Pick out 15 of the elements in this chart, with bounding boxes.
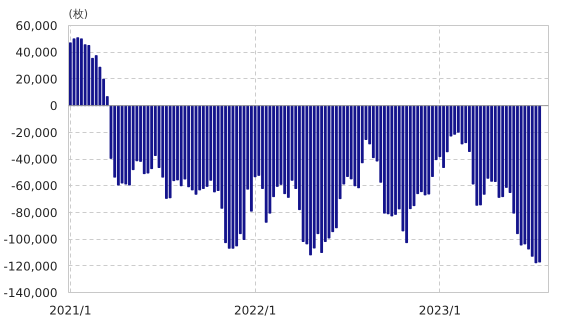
y-tick-label: -100,000 [4,232,58,247]
y-tick-label: 0 [50,99,58,114]
y-tick-label: -60,000 [11,179,58,194]
y-tick-label: -20,000 [11,126,58,140]
x-tick-label: 2022/1 [234,304,276,318]
y-tick-label: -80,000 [11,206,58,220]
y-tick-label: -140,000 [4,286,58,300]
x-tick-label: 2023/1 [418,304,461,318]
y-tick-label: -120,000 [4,259,58,274]
x-tick-label: 2021/1 [49,304,92,318]
y-tick-label: 40,000 [16,46,58,60]
y-tick-label: 60,000 [16,19,58,33]
y-tick-label: 20,000 [16,72,58,86]
y-tick-label: -40,000 [11,152,58,166]
y-axis-title: (枚) [68,8,88,20]
